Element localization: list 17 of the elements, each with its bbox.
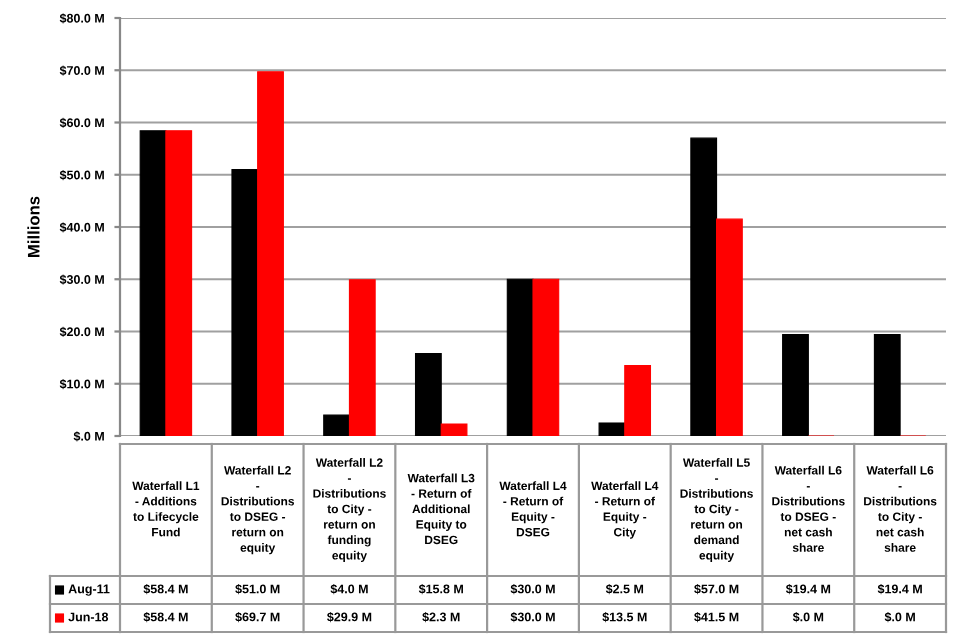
bar xyxy=(440,423,468,436)
bar xyxy=(532,278,560,436)
bar xyxy=(257,71,284,436)
bar xyxy=(716,218,743,436)
bar xyxy=(598,422,626,436)
bar xyxy=(690,137,718,436)
y-axis-title: Millions xyxy=(27,196,40,257)
bar xyxy=(624,364,652,436)
bar xyxy=(139,130,167,436)
bar xyxy=(231,168,259,436)
bar xyxy=(348,279,376,436)
bar xyxy=(323,414,350,436)
bar xyxy=(873,334,901,436)
bar xyxy=(782,334,809,436)
bar xyxy=(165,130,193,436)
bar xyxy=(506,278,534,436)
bar xyxy=(414,352,442,436)
